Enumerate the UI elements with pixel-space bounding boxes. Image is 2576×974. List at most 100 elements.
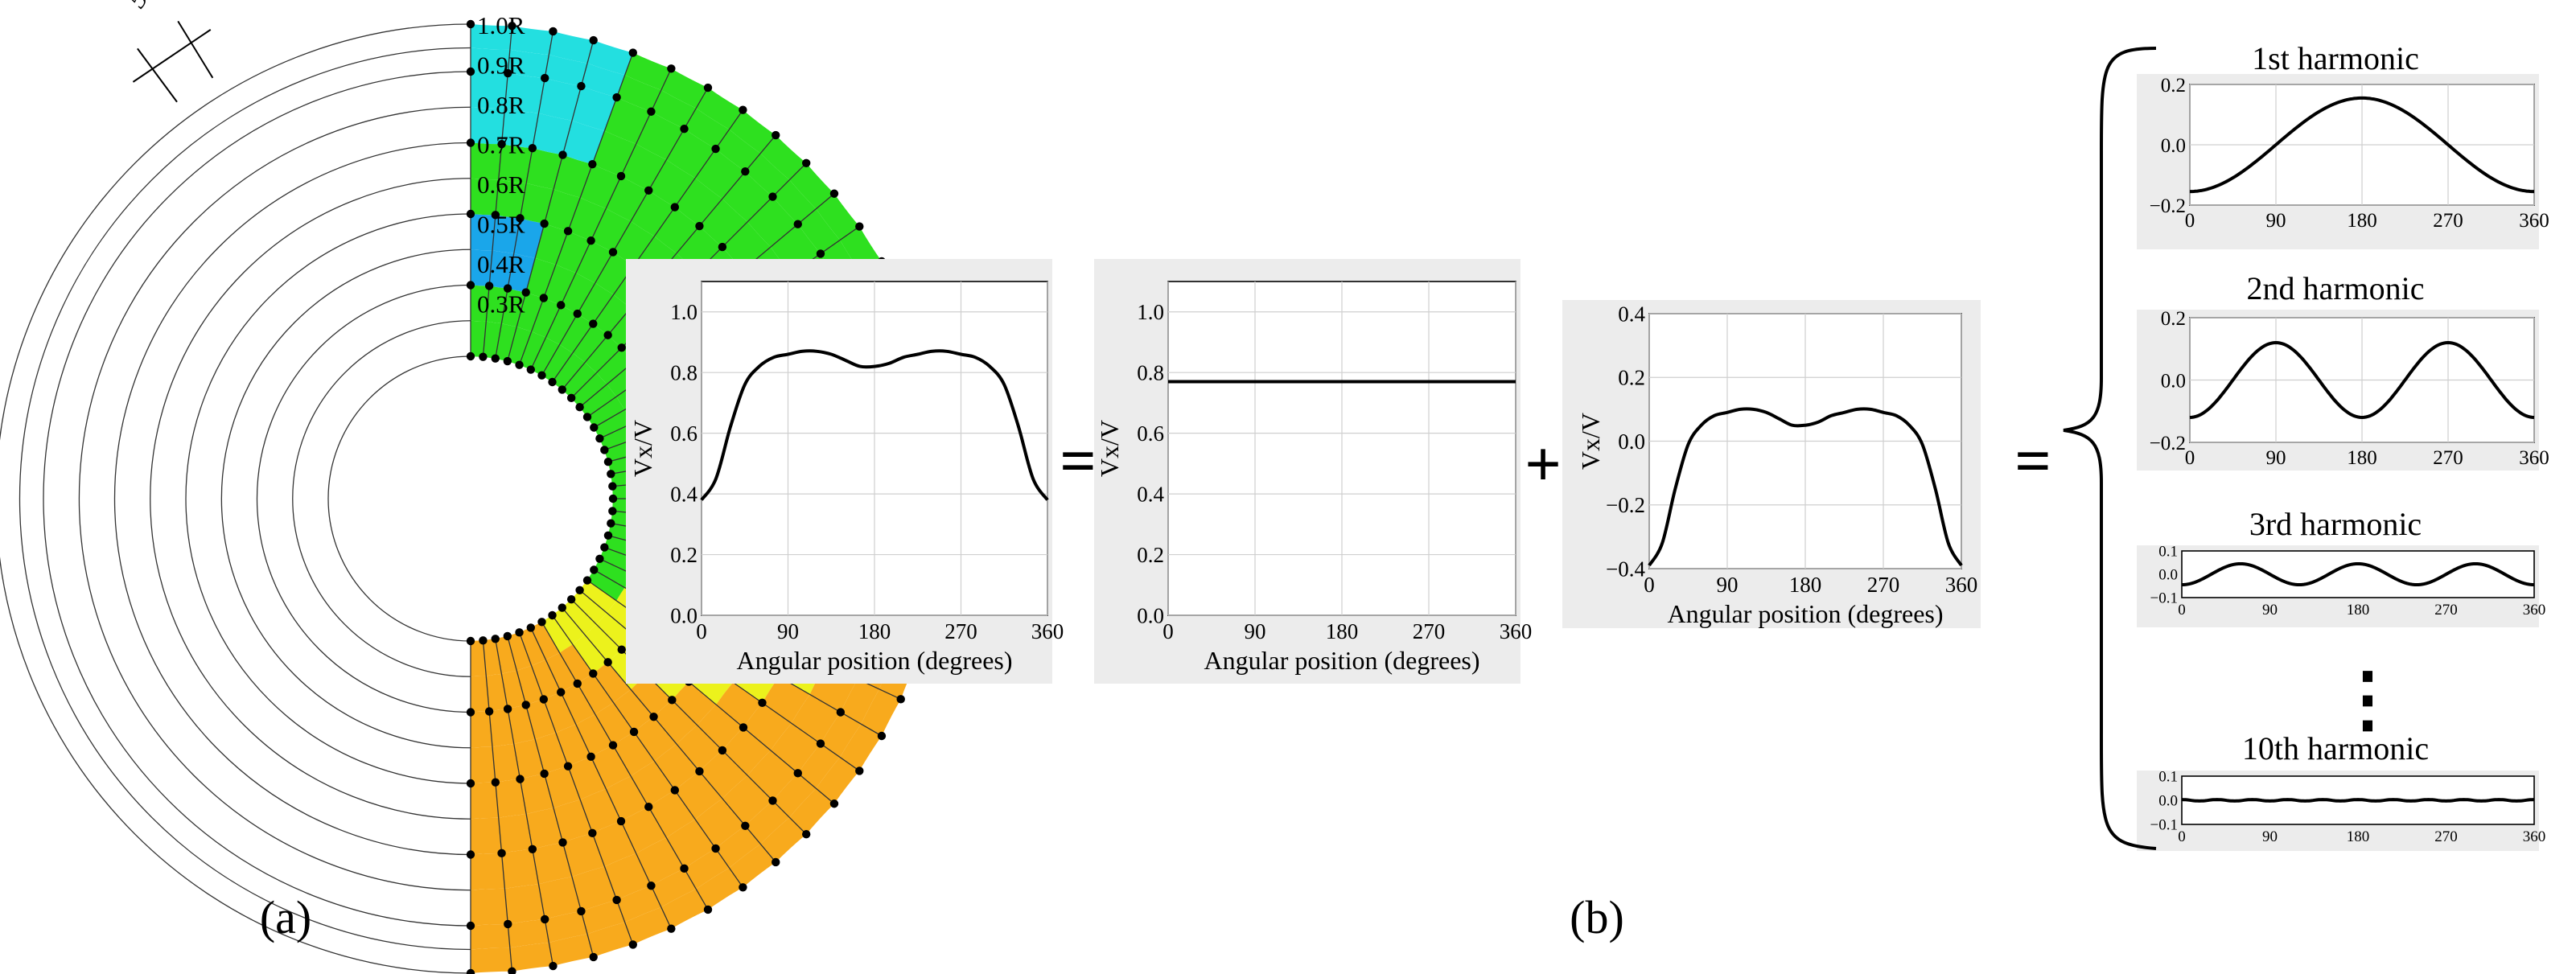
x-tick-label: 180 (2347, 447, 2377, 469)
mesh-ring (113, 142, 471, 856)
mesh-cell (562, 832, 605, 877)
y-tick-label: 0.0 (2161, 135, 2186, 157)
x-tick-label: 90 (777, 619, 799, 643)
mesh-cell (616, 886, 661, 923)
mesh-node (466, 209, 475, 219)
mesh-cell (562, 599, 597, 635)
mesh-node (739, 723, 748, 732)
mesh-cell (504, 884, 545, 924)
mesh-ring (292, 320, 471, 677)
mesh-cell (585, 624, 622, 663)
mesh-node (466, 708, 475, 717)
mesh-node (680, 124, 689, 134)
series-line (2189, 340, 2535, 420)
y-tick-label: 0.2 (2161, 75, 2186, 97)
mesh-cell (532, 842, 572, 885)
mesh-node (491, 354, 500, 363)
mesh-cell (471, 107, 505, 145)
mesh-cell (526, 808, 563, 849)
mesh-node (703, 83, 713, 92)
y-tick-label: 0.0 (670, 603, 697, 627)
mesh-node (548, 610, 557, 620)
mesh-cell (471, 817, 502, 855)
mesh-node (836, 708, 846, 717)
mesh-node (739, 105, 747, 114)
mesh-node (484, 282, 494, 290)
mesh-node (537, 371, 546, 380)
mesh-node (772, 130, 780, 140)
mesh-cell (696, 868, 743, 910)
mesh-node (649, 712, 658, 721)
panel-a-label: (a) (260, 891, 311, 943)
mesh-ring (0, 23, 471, 974)
mesh-cell (543, 264, 576, 306)
x-tick-label: 180 (858, 619, 891, 643)
mesh-cell (471, 853, 505, 890)
plot-area (2181, 550, 2535, 598)
mesh-node (829, 799, 839, 808)
mesh-node (558, 603, 566, 612)
mesh-node (521, 288, 530, 297)
y-tick-label: 1.0 (1137, 300, 1164, 324)
mesh-node (801, 829, 811, 839)
mesh-node (718, 242, 727, 252)
y-tick-label: 0.0 (2158, 793, 2178, 810)
x-tick-label: 270 (2434, 602, 2458, 619)
mesh-node (668, 696, 677, 705)
vertical-ellipsis: ⋮ (2331, 660, 2404, 740)
y-tick-label: 0.2 (2161, 308, 2186, 330)
mesh-node (491, 635, 500, 643)
mesh-node (877, 731, 887, 741)
mesh-cell (577, 673, 614, 715)
mesh-cell (674, 771, 722, 820)
x-tick-label: 90 (1245, 619, 1266, 643)
x-tick-label: 360 (2523, 602, 2546, 619)
x-tick-label: 360 (1500, 619, 1533, 643)
mesh-node (503, 284, 512, 293)
y-tick-label: −0.2 (2150, 195, 2186, 217)
mesh-node (516, 214, 525, 223)
mesh-cell (531, 298, 562, 338)
mesh-cell (651, 90, 697, 129)
mesh-cell (613, 731, 655, 776)
mesh-spoke (530, 627, 672, 929)
mesh-cell (541, 344, 573, 383)
mesh-spoke (482, 26, 513, 357)
mesh-cell (636, 111, 685, 160)
x-tick-label: 0 (2185, 447, 2195, 469)
mesh-cell (616, 75, 661, 112)
mesh-cell (654, 207, 700, 253)
mesh-cell (545, 55, 588, 87)
mesh-node (768, 796, 777, 805)
x-tick-label: 0 (1644, 573, 1655, 597)
mesh-cell (552, 607, 586, 645)
mesh-cell (553, 154, 593, 198)
mesh-node (479, 636, 488, 645)
mesh-node (466, 19, 475, 29)
mesh-cell (760, 817, 807, 862)
radius-label: 0.5R (477, 211, 525, 239)
mesh-spoke (495, 31, 554, 359)
mesh-cell (571, 372, 607, 408)
mesh-cell (722, 727, 771, 776)
mesh-spoke (518, 52, 634, 365)
mesh-cell (572, 635, 608, 674)
mesh-node (526, 365, 536, 374)
mesh-ring (150, 178, 471, 820)
mesh-cell (653, 700, 697, 745)
mesh-node (497, 849, 506, 858)
mesh-node (644, 186, 653, 195)
brace (2063, 47, 2157, 850)
x-tick-label: 180 (1789, 573, 1822, 597)
series-line (2181, 798, 2535, 803)
mesh-cell (613, 689, 654, 732)
x-tick-label: 360 (1031, 619, 1064, 643)
mesh-spoke (495, 639, 554, 967)
mesh-node (772, 857, 780, 867)
mesh-cell (471, 888, 508, 926)
y-axis-label: Vx/V (628, 420, 657, 477)
mesh-cell (519, 627, 546, 666)
radius-label: 0.3R (477, 290, 525, 319)
y-tick-label: 0.0 (1618, 429, 1645, 454)
mesh-cell (525, 699, 556, 740)
